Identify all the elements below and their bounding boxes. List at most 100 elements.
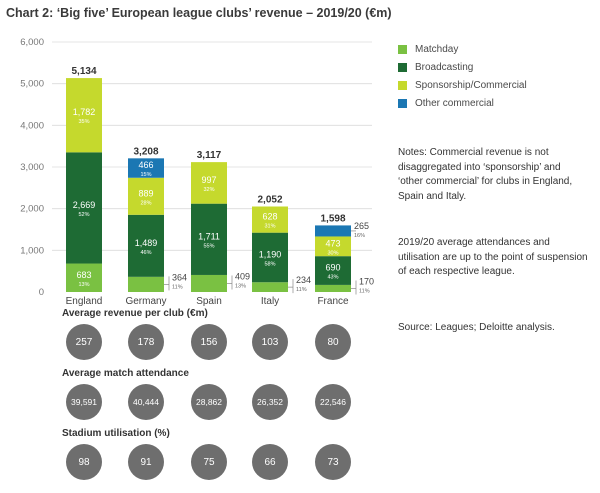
bar-total-label: 5,134	[71, 66, 96, 77]
bar-value-label: 690	[325, 263, 340, 273]
stat-title: Stadium utilisation (%)	[62, 428, 170, 439]
stat-circle: 103	[252, 324, 288, 360]
x-category-label: France	[317, 296, 349, 307]
bar-percent-label: 52%	[78, 212, 89, 218]
stat-circle: 73	[315, 444, 351, 480]
bar-segment	[191, 162, 227, 204]
stat-circle: 80	[315, 324, 351, 360]
legend-item: Sponsorship/Commercial	[398, 76, 527, 94]
bar-segment	[128, 214, 164, 277]
stat-circle: 39,591	[66, 384, 102, 420]
bar-total-label: 3,208	[133, 146, 158, 157]
stat-circle: 66	[252, 444, 288, 480]
x-category-label: England	[66, 296, 103, 307]
bar-percent-label: 58%	[264, 261, 275, 267]
y-tick-label: 5,000	[20, 79, 44, 90]
stat-circle: 91	[128, 444, 164, 480]
y-tick-label: 1,000	[20, 245, 44, 256]
legend-label: Other commercial	[415, 97, 494, 109]
legend-label: Sponsorship/Commercial	[415, 79, 527, 91]
bar-segment	[315, 225, 351, 237]
legend-item: Matchday	[398, 40, 527, 58]
bar-segment	[252, 282, 288, 292]
stat-circle: 40,444	[128, 384, 164, 420]
bar-value-label: 889	[138, 188, 153, 198]
matchday-percent-label: 11%	[296, 287, 307, 293]
bar-value-label: 1,489	[135, 238, 158, 248]
bar-segment	[315, 236, 351, 257]
bar-segment	[66, 78, 102, 153]
matchday-percent-label: 13%	[235, 283, 246, 289]
bar-segment	[128, 177, 164, 215]
bar-percent-label: 46%	[140, 250, 151, 256]
bar-percent-label: 43%	[327, 275, 338, 281]
chart-legend: Matchday Broadcasting Sponsorship/Commerci…	[398, 40, 527, 112]
stat-title: Average match attendance	[62, 368, 189, 379]
bar-percent-label: 32%	[203, 187, 214, 193]
bar-percent-label: 15%	[140, 172, 151, 178]
x-category-label: Italy	[261, 296, 279, 307]
stat-circle: 75	[191, 444, 227, 480]
bar-value-label: 2,669	[73, 200, 96, 210]
bar-value-label: 1,782	[73, 107, 96, 117]
bar-value-label: 1,711	[198, 231, 220, 241]
stat-circle: 257	[66, 324, 102, 360]
bar-value-label: 466	[138, 160, 153, 170]
stat-circle: 26,352	[252, 384, 288, 420]
y-tick-label: 2,000	[20, 204, 44, 215]
legend-swatch	[398, 44, 407, 54]
bar-segment	[66, 152, 102, 264]
bar-value-label: 628	[262, 212, 277, 222]
matchday-percent-label: 11%	[172, 284, 183, 290]
y-tick-label: 4,000	[20, 120, 44, 131]
stat-title: Average revenue per club (€m)	[62, 308, 208, 319]
bar-segment	[252, 232, 288, 283]
other-commercial-percent-label: 16%	[354, 233, 365, 239]
matchday-value-label: 409	[235, 271, 250, 281]
bar-percent-label: 31%	[264, 224, 275, 230]
legend-label: Broadcasting	[415, 61, 474, 73]
bar-value-label: 1,190	[259, 249, 282, 259]
matchday-value-label: 170	[359, 276, 374, 286]
chart-title: Chart 2: ‘Big five’ European league club…	[6, 6, 392, 20]
stat-circle: 98	[66, 444, 102, 480]
y-tick-label: 3,000	[20, 162, 44, 173]
other-commercial-value-label: 265	[354, 221, 369, 231]
matchday-value-label: 364	[172, 272, 187, 282]
bar-segment	[315, 284, 351, 292]
legend-item: Other commercial	[398, 94, 527, 112]
bar-segment	[191, 274, 227, 292]
bar-segment	[66, 263, 102, 292]
x-category-label: Spain	[196, 296, 222, 307]
revenue-bar-chart: 6,000 5,000 4,000 3,000 2,000 1,000 0 683 13% 2,6…	[20, 37, 374, 307]
bar-value-label: 997	[201, 175, 216, 185]
matchday-percent-label: 11%	[359, 288, 370, 294]
bar-percent-label: 13%	[78, 282, 89, 288]
legend-swatch	[398, 62, 407, 72]
bar-percent-label: 55%	[203, 243, 214, 249]
notes-commercial: Notes: Commercial revenue is not disaggr…	[398, 147, 573, 202]
stat-circle: 156	[191, 324, 227, 360]
y-tick-label: 6,000	[20, 37, 44, 48]
bar-value-label: 683	[76, 270, 91, 280]
bar-percent-label: 35%	[78, 119, 89, 125]
bar-segment	[128, 158, 164, 178]
legend-label: Matchday	[415, 43, 459, 55]
x-category-label: Germany	[125, 296, 166, 307]
bar-total-label: 1,598	[320, 213, 345, 224]
stat-circle: 178	[128, 324, 164, 360]
bar-total-label: 3,117	[197, 150, 222, 161]
notes-source: Source: Leagues; Deloitte analysis.	[398, 322, 555, 333]
legend-swatch	[398, 98, 407, 108]
bar-segment	[128, 276, 164, 292]
matchday-value-label: 234	[296, 275, 311, 285]
notes-attendance: 2019/20 average attendances and utilisat…	[398, 237, 588, 277]
stat-circle: 28,862	[191, 384, 227, 420]
bar-percent-label: 28%	[140, 200, 151, 206]
bar-segment	[252, 206, 288, 233]
bar-total-label: 2,052	[257, 195, 282, 206]
bar-percent-label: 30%	[327, 250, 338, 256]
bar-value-label: 473	[325, 238, 340, 248]
legend-swatch	[398, 80, 407, 90]
y-tick-label: 0	[39, 287, 44, 298]
